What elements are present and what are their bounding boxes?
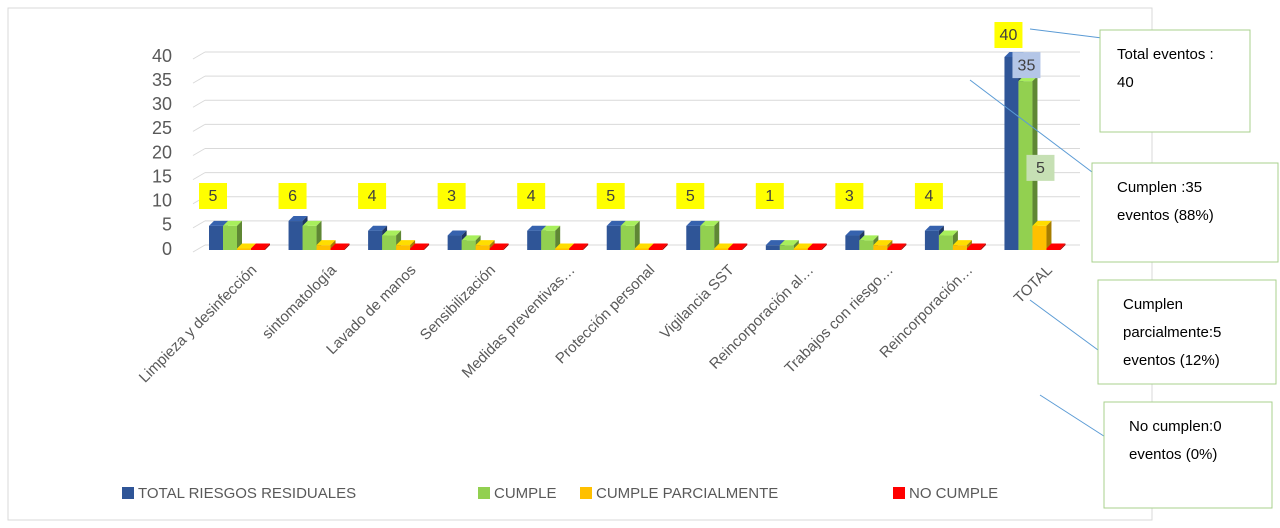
annotation-text: Cumplen	[1123, 296, 1183, 313]
bar	[569, 243, 589, 250]
bar	[648, 243, 668, 250]
data-label: 3	[845, 188, 854, 205]
legend-label: CUMPLE PARCIALMENTE	[596, 485, 778, 502]
bar	[807, 243, 827, 250]
bar	[620, 220, 640, 250]
data-label-bg	[676, 183, 705, 209]
bar	[924, 225, 944, 250]
data-label-bg	[199, 183, 227, 209]
legend-swatch	[580, 487, 592, 499]
annotation-text: Cumplen :35	[1117, 179, 1202, 196]
annotation-text: eventos (88%)	[1117, 207, 1214, 224]
callout-line	[1029, 299, 1099, 351]
annotation-box	[1103, 401, 1273, 509]
legend-label: CUMPLE	[494, 485, 557, 502]
grid-line-depth	[192, 75, 206, 84]
legend-swatch	[122, 487, 134, 499]
bar	[966, 243, 986, 250]
annotation-box	[1097, 279, 1277, 385]
grid-line-depth	[192, 244, 206, 253]
grid-line-depth	[192, 220, 206, 229]
grid-line-depth	[192, 148, 206, 156]
y-tick-label: 10	[152, 191, 172, 211]
bar	[541, 225, 561, 250]
data-label: 4	[924, 188, 933, 205]
y-tick-label: 30	[152, 94, 172, 114]
y-tick-label: 40	[152, 46, 172, 66]
legend-label: NO CUMPLE	[909, 485, 998, 502]
callout-line	[1039, 394, 1111, 441]
data-label: 6	[288, 188, 297, 205]
legend-swatch	[893, 487, 905, 499]
data-label: 5	[209, 188, 218, 205]
bar	[223, 220, 242, 250]
data-label: 40	[1000, 27, 1018, 44]
annotation-text: No cumplen:0	[1129, 418, 1222, 435]
annotation-box	[1099, 29, 1251, 133]
annotation-text: parcialmente:5	[1123, 324, 1221, 341]
bar	[489, 243, 509, 250]
annotation-text: eventos (0%)	[1129, 446, 1217, 463]
data-label-bg	[835, 183, 864, 209]
annotation-text: 40	[1117, 74, 1134, 91]
data-label-bg	[437, 183, 466, 209]
bar	[700, 220, 720, 250]
bar	[887, 243, 907, 250]
data-label-bg	[278, 183, 307, 209]
callout-line	[969, 79, 1093, 173]
y-tick-label: 0	[162, 239, 172, 259]
annotation-box	[1091, 162, 1279, 263]
y-tick-label: 25	[152, 118, 172, 138]
data-label: 3	[447, 188, 456, 205]
grid-line-depth	[192, 172, 206, 181]
y-tick-label: 35	[152, 70, 172, 90]
annotation-text: eventos (12%)	[1123, 352, 1220, 369]
bar	[302, 220, 322, 250]
bar	[251, 243, 270, 250]
bar	[728, 243, 748, 250]
y-tick-label: 15	[152, 166, 172, 186]
data-label-bg	[596, 183, 625, 209]
data-label-bg	[1026, 154, 1055, 181]
annotation-text: Total eventos :	[1117, 46, 1214, 63]
data-label: 4	[527, 188, 536, 205]
data-label: 35	[1018, 57, 1036, 74]
callout-line	[1029, 28, 1103, 39]
y-tick-label: 20	[152, 142, 172, 162]
data-label: 5	[606, 188, 615, 205]
data-label-bg	[994, 22, 1023, 48]
grid-line-depth	[192, 51, 206, 60]
data-label-bg	[358, 183, 387, 209]
y-tick-label: 5	[162, 215, 172, 235]
bar	[410, 243, 430, 250]
data-label-bg	[755, 183, 784, 209]
data-label-bg	[914, 183, 943, 209]
data-label-bg	[1012, 52, 1041, 79]
grid-line-depth	[192, 99, 206, 108]
legend-label: TOTAL RIESGOS RESIDUALES	[138, 485, 356, 502]
bar	[330, 243, 350, 250]
data-label: 5	[686, 188, 695, 205]
bar	[1032, 220, 1052, 250]
data-label-bg	[517, 183, 546, 209]
data-label: 5	[1036, 160, 1045, 177]
chart-border	[7, 7, 1153, 521]
bar	[1046, 243, 1066, 250]
data-label: 4	[368, 188, 377, 205]
data-label: 1	[765, 188, 774, 205]
grid-line-depth	[192, 123, 206, 132]
legend-swatch	[478, 487, 490, 499]
